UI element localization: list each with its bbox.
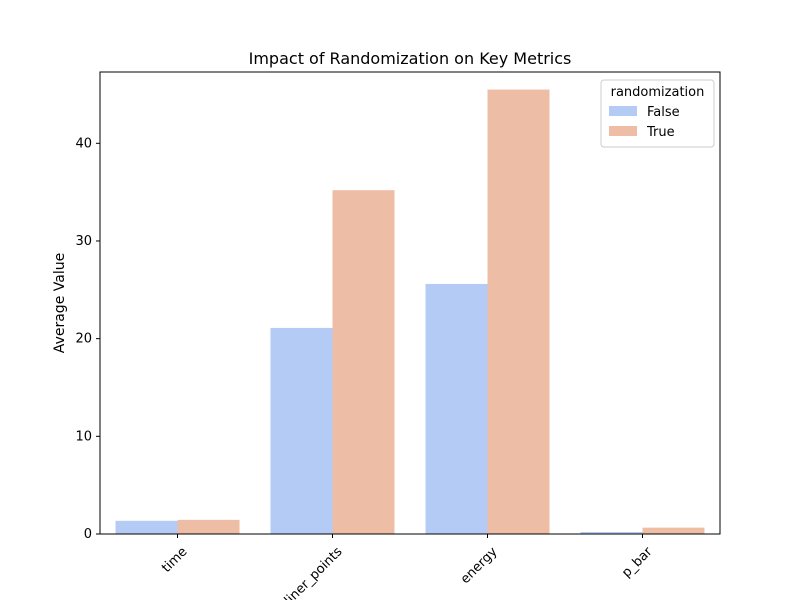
x-tick-label: inliner_points bbox=[273, 544, 345, 600]
bar-p_bar-false bbox=[580, 532, 643, 534]
x-tick-label: time bbox=[159, 544, 190, 575]
plot-frame bbox=[99, 71, 721, 535]
bar-energy-true bbox=[487, 89, 550, 535]
legend-swatch-false bbox=[609, 106, 637, 116]
legend: randomization False True bbox=[600, 79, 715, 148]
chart-title: Impact of Randomization on Key Metrics bbox=[249, 49, 572, 68]
bars-group bbox=[115, 89, 705, 535]
x-tick-label: energy bbox=[458, 544, 501, 587]
y-tick-label: 40 bbox=[75, 136, 92, 151]
y-tick-label: 30 bbox=[75, 234, 92, 249]
bar-p_bar-true bbox=[642, 527, 705, 534]
y-tick-label: 0 bbox=[84, 527, 92, 542]
bar-inliner_points-true bbox=[332, 190, 395, 535]
y-axis-label: Average Value bbox=[52, 253, 68, 353]
y-tick-label: 20 bbox=[75, 332, 92, 347]
bar-energy-false bbox=[425, 283, 488, 534]
legend-label-false: False bbox=[647, 105, 680, 120]
y-axis: 0 10 20 30 40 bbox=[75, 136, 100, 542]
y-tick-label: 10 bbox=[75, 429, 92, 444]
x-tick-label: p_bar bbox=[619, 544, 656, 581]
legend-label-true: True bbox=[646, 125, 675, 140]
legend-swatch-true bbox=[609, 126, 637, 136]
bar-time-true bbox=[177, 519, 240, 534]
bar-inliner_points-false bbox=[270, 327, 333, 534]
legend-title: randomization bbox=[611, 85, 705, 100]
x-axis: time inliner_points energy p_bar bbox=[159, 534, 656, 604]
bar-time-false bbox=[115, 520, 178, 534]
